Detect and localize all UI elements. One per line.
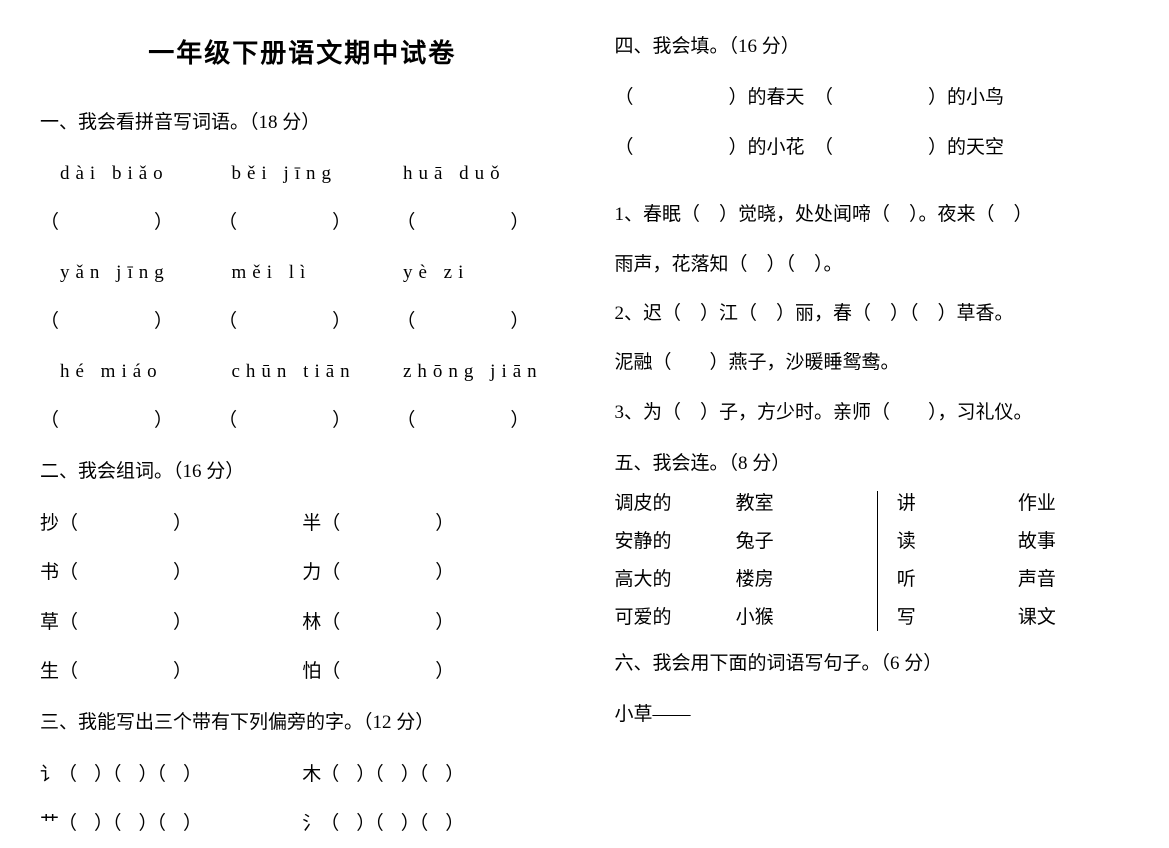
left-column: 一年级下册语文期中试卷 一、我会看拼音写词语。（18 分） dài biǎo b… xyxy=(40,20,565,806)
zuci-item: 书（ ） xyxy=(40,548,302,597)
radical-item: 氵（ ）（ ）（ ） xyxy=(302,799,564,848)
pinyin-word: zhōng jiān xyxy=(403,347,565,396)
poem-line: 泥融（ ）燕子，沙暖睡鸳鸯。 xyxy=(615,338,1140,387)
section-1-heading: 一、我会看拼音写词语。（18 分） xyxy=(40,98,565,147)
section-2-heading: 二、我会组词。（16 分） xyxy=(40,447,565,496)
answer-blank: （ ） xyxy=(40,198,208,247)
pinyin-word: měi lì xyxy=(232,248,394,297)
answer-paren-row: （ ） （ ） （ ） xyxy=(40,396,565,445)
match-row: 读 故事 xyxy=(897,523,1139,561)
match-container: 调皮的 教室 安静的 兔子 高大的 楼房 可爱的 小猴 讲 xyxy=(615,485,1140,637)
match-left: 兔子 xyxy=(736,523,857,561)
answer-blank: （ ） xyxy=(396,297,564,346)
pinyin-word: yè zi xyxy=(403,248,565,297)
match-divider xyxy=(877,491,878,631)
section-6-heading: 六、我会用下面的词语写句子。（6 分） xyxy=(615,639,1140,688)
pinyin-word: dài biǎo xyxy=(60,149,222,198)
match-left: 可爱的 xyxy=(615,599,736,637)
match-right: 故事 xyxy=(1018,523,1139,561)
radical-row: 艹（ ）（ ）（ ） 氵（ ）（ ）（ ） xyxy=(40,799,565,848)
pinyin-word: chūn tiān xyxy=(232,347,394,396)
match-row: 调皮的 教室 xyxy=(615,485,857,523)
match-left: 高大的 xyxy=(615,561,736,599)
zuci-item: 林（ ） xyxy=(302,598,564,647)
match-right: 讲 xyxy=(897,485,1018,523)
radical-item: 艹（ ）（ ）（ ） xyxy=(40,799,302,848)
zuci-item: 力（ ） xyxy=(302,548,564,597)
pinyin-word: běi jīng xyxy=(232,149,394,198)
poem-line: 1、春眠（ ）觉晓，处处闻啼（ ）。夜来（ ） xyxy=(615,190,1140,239)
answer-blank: （ ） xyxy=(396,198,564,247)
sentence-prompt: 小草—— xyxy=(615,690,1140,739)
match-right: 声音 xyxy=(1018,561,1139,599)
section-5-heading: 五、我会连。（8 分） xyxy=(615,439,1140,488)
zuci-row: 抄（ ） 半（ ） xyxy=(40,499,565,548)
zuci-item: 怕（ ） xyxy=(302,647,564,696)
match-left: 小猴 xyxy=(736,599,857,637)
match-row: 讲 作业 xyxy=(897,485,1139,523)
poem-line: 3、为（ ）子，方少时。亲师（ ），习礼仪。 xyxy=(615,388,1140,437)
zuci-item: 草（ ） xyxy=(40,598,302,647)
poem-line: 雨声，花落知（ ）（ ）。 xyxy=(615,240,1140,289)
section-3-heading: 三、我能写出三个带有下列偏旁的字。（12 分） xyxy=(40,698,565,747)
zuci-row: 生（ ） 怕（ ） xyxy=(40,647,565,696)
radical-row: 讠（ ）（ ）（ ） 木（ ）（ ）（ ） xyxy=(40,750,565,799)
match-left: 调皮的 xyxy=(615,485,736,523)
answer-blank: （ ） xyxy=(218,297,386,346)
match-right: 课文 xyxy=(1018,599,1139,637)
answer-blank: （ ） xyxy=(218,396,386,445)
fill-row: （ ）的小花 （ ）的天空 xyxy=(615,123,1140,172)
paper-title: 一年级下册语文期中试卷 xyxy=(40,20,565,88)
zuci-item: 半（ ） xyxy=(302,499,564,548)
match-right: 写 xyxy=(897,599,1018,637)
match-left: 楼房 xyxy=(736,561,857,599)
answer-blank: （ ） xyxy=(40,297,208,346)
match-right: 听 xyxy=(897,561,1018,599)
poem-line: 2、迟（ ）江（ ）丽，春（ ）（ ）草香。 xyxy=(615,289,1140,338)
zuci-item: 抄（ ） xyxy=(40,499,302,548)
match-row: 安静的 兔子 xyxy=(615,523,857,561)
zuci-item: 生（ ） xyxy=(40,647,302,696)
match-left: 教室 xyxy=(736,485,857,523)
radical-item: 木（ ）（ ）（ ） xyxy=(302,750,564,799)
pinyin-row: yǎn jīng měi lì yè zi xyxy=(60,248,565,297)
answer-paren-row: （ ） （ ） （ ） xyxy=(40,198,565,247)
pinyin-row: dài biǎo běi jīng huā duǒ xyxy=(60,149,565,198)
match-row: 写 课文 xyxy=(897,599,1139,637)
match-left-group: 调皮的 教室 安静的 兔子 高大的 楼房 可爱的 小猴 xyxy=(615,485,857,637)
match-row: 高大的 楼房 xyxy=(615,561,857,599)
pinyin-word: hé miáo xyxy=(60,347,222,396)
match-row: 可爱的 小猴 xyxy=(615,599,857,637)
zuci-row: 草（ ） 林（ ） xyxy=(40,598,565,647)
match-right: 作业 xyxy=(1018,485,1139,523)
answer-paren-row: （ ） （ ） （ ） xyxy=(40,297,565,346)
zuci-row: 书（ ） 力（ ） xyxy=(40,548,565,597)
section-4-heading: 四、我会填。（16 分） xyxy=(615,22,1140,71)
exam-paper: 一年级下册语文期中试卷 一、我会看拼音写词语。（18 分） dài biǎo b… xyxy=(0,0,1169,826)
match-right: 读 xyxy=(897,523,1018,561)
answer-blank: （ ） xyxy=(396,396,564,445)
answer-blank: （ ） xyxy=(40,396,208,445)
match-left: 安静的 xyxy=(615,523,736,561)
radical-item: 讠（ ）（ ）（ ） xyxy=(40,750,302,799)
match-row: 听 声音 xyxy=(897,561,1139,599)
right-column: 四、我会填。（16 分） （ ）的春天 （ ）的小鸟 （ ）的小花 （ ）的天空… xyxy=(615,20,1140,806)
pinyin-word: yǎn jīng xyxy=(60,248,222,297)
answer-blank: （ ） xyxy=(218,198,386,247)
spacer xyxy=(615,172,1140,190)
pinyin-row: hé miáo chūn tiān zhōng jiān xyxy=(60,347,565,396)
fill-row: （ ）的春天 （ ）的小鸟 xyxy=(615,73,1140,122)
match-right-group: 讲 作业 读 故事 听 声音 写 课文 xyxy=(857,485,1139,637)
pinyin-word: huā duǒ xyxy=(403,149,565,198)
